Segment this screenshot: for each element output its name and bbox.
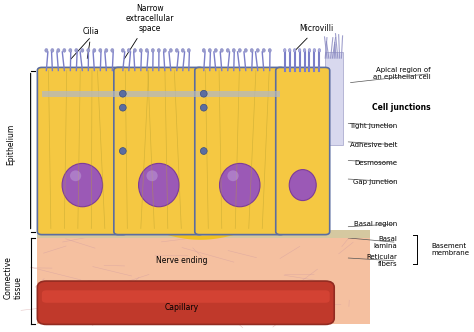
FancyBboxPatch shape [42,91,280,97]
Ellipse shape [70,170,81,181]
Text: Tight junction: Tight junction [349,123,397,129]
Ellipse shape [119,148,126,154]
Ellipse shape [202,48,205,52]
Ellipse shape [138,163,179,207]
Ellipse shape [99,48,102,52]
Ellipse shape [226,48,229,52]
FancyBboxPatch shape [195,67,285,235]
Text: Adhesive belt: Adhesive belt [350,142,397,148]
Ellipse shape [69,48,72,52]
Text: Connective
tissue: Connective tissue [4,257,23,299]
Text: Apical region of
an epithelial cell: Apical region of an epithelial cell [373,67,431,80]
Text: Capillary: Capillary [164,303,198,312]
Ellipse shape [268,48,271,52]
Ellipse shape [133,48,137,52]
FancyBboxPatch shape [114,67,204,235]
Ellipse shape [139,48,142,52]
Ellipse shape [208,48,211,52]
Ellipse shape [87,48,90,52]
Ellipse shape [175,48,178,52]
Ellipse shape [250,48,253,52]
Ellipse shape [201,148,207,154]
Ellipse shape [220,48,223,52]
Ellipse shape [244,48,247,52]
Ellipse shape [238,48,241,52]
Text: Basal
lamina: Basal lamina [374,236,397,249]
Ellipse shape [146,170,158,181]
Ellipse shape [105,48,108,52]
Text: Epithelium: Epithelium [6,124,15,165]
Text: Cilia: Cilia [83,28,100,58]
Ellipse shape [256,48,259,52]
Ellipse shape [63,48,66,52]
Text: Basement
membrane: Basement membrane [431,243,469,256]
Ellipse shape [298,48,301,52]
Ellipse shape [303,48,306,52]
Ellipse shape [318,48,321,52]
Ellipse shape [57,48,60,52]
FancyBboxPatch shape [37,231,370,324]
Ellipse shape [219,163,260,207]
Ellipse shape [163,48,166,52]
Ellipse shape [228,170,238,181]
Text: Microvilli: Microvilli [296,24,333,50]
Ellipse shape [283,48,286,52]
FancyBboxPatch shape [276,67,330,235]
Text: Narrow
extracellular
space: Narrow extracellular space [124,4,174,59]
Ellipse shape [151,48,155,52]
Ellipse shape [293,48,296,52]
Ellipse shape [81,48,84,52]
Ellipse shape [181,48,184,52]
Ellipse shape [119,104,126,111]
Polygon shape [325,52,343,145]
Text: Basal region: Basal region [354,221,397,227]
Ellipse shape [313,48,316,52]
FancyBboxPatch shape [42,290,330,303]
Ellipse shape [308,48,311,52]
Ellipse shape [169,48,173,52]
Ellipse shape [62,163,102,207]
Ellipse shape [51,48,54,52]
Ellipse shape [145,48,148,52]
Ellipse shape [157,48,160,52]
FancyBboxPatch shape [37,67,128,235]
Ellipse shape [232,48,235,52]
Ellipse shape [127,48,130,52]
FancyBboxPatch shape [37,281,334,324]
Ellipse shape [111,48,114,52]
Text: Cell junctions: Cell junctions [372,103,431,112]
Ellipse shape [45,48,48,52]
Ellipse shape [93,48,96,52]
Text: Nerve ending: Nerve ending [155,256,207,266]
Ellipse shape [288,48,291,52]
Ellipse shape [214,48,218,52]
Text: Gap junction: Gap junction [353,179,397,185]
FancyBboxPatch shape [37,230,370,238]
Ellipse shape [119,90,126,97]
Ellipse shape [187,48,191,52]
Ellipse shape [121,48,124,52]
Ellipse shape [289,170,316,201]
Ellipse shape [75,48,78,52]
Ellipse shape [262,48,265,52]
Ellipse shape [201,104,207,111]
Ellipse shape [201,90,207,97]
Text: Reticular
fibers: Reticular fibers [366,254,397,268]
Text: Desmosome: Desmosome [354,160,397,166]
